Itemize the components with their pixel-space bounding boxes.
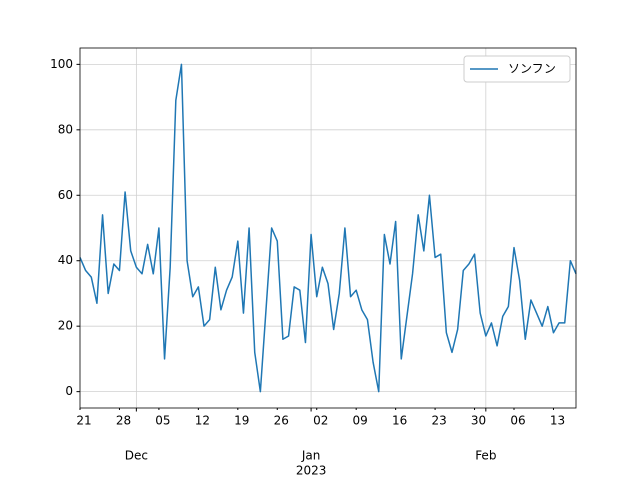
y-tick-label: 100 (50, 57, 73, 71)
axes-frame (79, 47, 577, 409)
x-tick-label: 05 (155, 414, 170, 428)
x-month-label: Dec (125, 449, 148, 463)
x-tick-label: 30 (471, 414, 486, 428)
x-year-label: 2023 (296, 464, 327, 478)
legend-box (463, 55, 571, 83)
y-tick-label: 40 (58, 253, 73, 267)
x-tick-label: 06 (510, 414, 525, 428)
x-tick-label: 09 (353, 414, 368, 428)
y-tick-label: 0 (65, 384, 73, 398)
x-tick-label: 23 (431, 414, 446, 428)
x-month-label: Feb (475, 449, 496, 463)
x-tick-label: 26 (274, 414, 289, 428)
x-tick-label: 19 (234, 414, 249, 428)
y-tick-label: 60 (58, 188, 73, 202)
legend: ソンフン (463, 55, 571, 83)
y-tick-label: 80 (58, 122, 73, 136)
legend-label: ソンフン (508, 62, 556, 76)
x-tick-label: 13 (550, 414, 565, 428)
y-tick-label: 20 (58, 319, 73, 333)
x-tick-label: 12 (195, 414, 210, 428)
x-month-label: Jan (301, 449, 321, 463)
x-tick-label: 28 (116, 414, 131, 428)
x-tick-label: 02 (313, 414, 328, 428)
x-tick-label: 21 (76, 414, 91, 428)
data-line (79, 63, 577, 393)
x-tick-label: 16 (392, 414, 407, 428)
